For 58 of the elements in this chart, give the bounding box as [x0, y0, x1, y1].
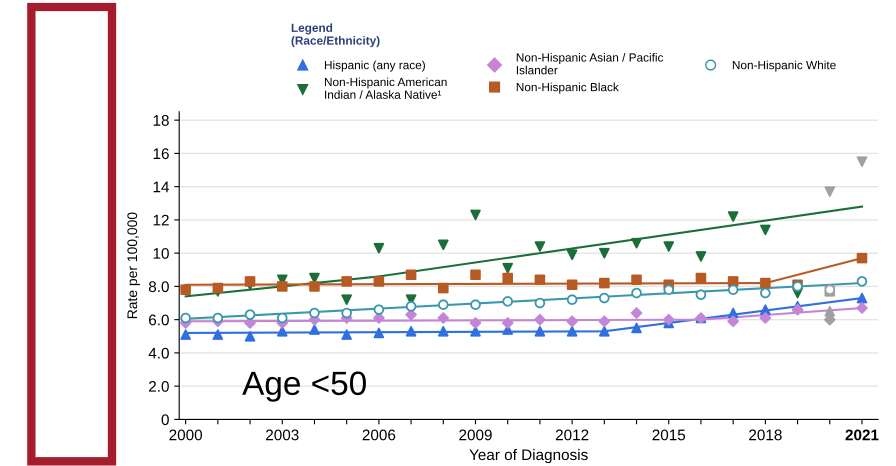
- point: [438, 326, 449, 337]
- y-tick-label: 12: [154, 214, 169, 226]
- legend-label: Non-Hispanic Asian / Pacific Islander: [516, 53, 664, 74]
- point: [180, 329, 191, 340]
- x-tick-label: 2018: [749, 430, 782, 440]
- x-tick-label: 2006: [362, 430, 396, 440]
- annotation: Age <50: [242, 372, 366, 402]
- y-axis-title: Rate per 100,000: [127, 212, 140, 318]
- point: [244, 330, 256, 342]
- point: [599, 326, 610, 337]
- y-tick-label: 18: [154, 115, 169, 126]
- point: [728, 308, 738, 318]
- y-tick-label: 14: [154, 182, 170, 192]
- point: [341, 329, 352, 340]
- y-tick-label: 0: [162, 414, 169, 426]
- point: [824, 186, 836, 197]
- x-tick-label: 2015: [652, 430, 686, 440]
- point: [309, 324, 320, 335]
- point: [534, 241, 546, 252]
- legend-label: Non-Hispanic American Indian / Alaska Native¹: [324, 77, 447, 99]
- point: [696, 251, 706, 262]
- point: [502, 262, 514, 274]
- x-tick-label: 2009: [459, 430, 492, 440]
- point: [534, 326, 546, 337]
- point: [856, 156, 868, 168]
- point: [566, 250, 578, 260]
- y-tick-label: 6.0: [149, 314, 169, 326]
- x-tick-label: 2012: [556, 430, 588, 440]
- legend-label: Hispanic (any race): [324, 60, 425, 72]
- x-tick-label: 2003: [266, 430, 299, 440]
- point: [856, 292, 868, 304]
- y-tick-label: 8.0: [148, 281, 169, 292]
- x-tick-label: 2021: [846, 430, 879, 440]
- point: [374, 242, 384, 254]
- point: [406, 326, 416, 337]
- point: [760, 304, 771, 315]
- point: [566, 326, 578, 337]
- y-tick-label: 4.0: [148, 348, 169, 359]
- legend-label: Non-Hispanic White: [732, 60, 836, 72]
- point: [374, 328, 384, 338]
- point: [599, 248, 610, 258]
- legend-label: Non-Hispanic Black: [516, 82, 619, 94]
- point: [728, 211, 738, 222]
- point: [341, 294, 352, 305]
- point: [663, 241, 674, 252]
- point: [438, 240, 449, 250]
- point: [631, 238, 642, 248]
- y-tick-label: 10: [154, 248, 169, 259]
- y-tick-label: 2.0: [149, 381, 169, 392]
- y-tick-label: 16: [154, 148, 169, 160]
- point: [760, 224, 771, 236]
- x-tick-label: 2000: [169, 430, 202, 440]
- point: [212, 329, 224, 340]
- point: [470, 210, 481, 220]
- legend-title: Legend (Race/Ethnicity): [292, 23, 380, 48]
- point: [824, 306, 836, 317]
- x-axis-title: Year of Diagnosis: [469, 448, 588, 464]
- point: [631, 322, 642, 334]
